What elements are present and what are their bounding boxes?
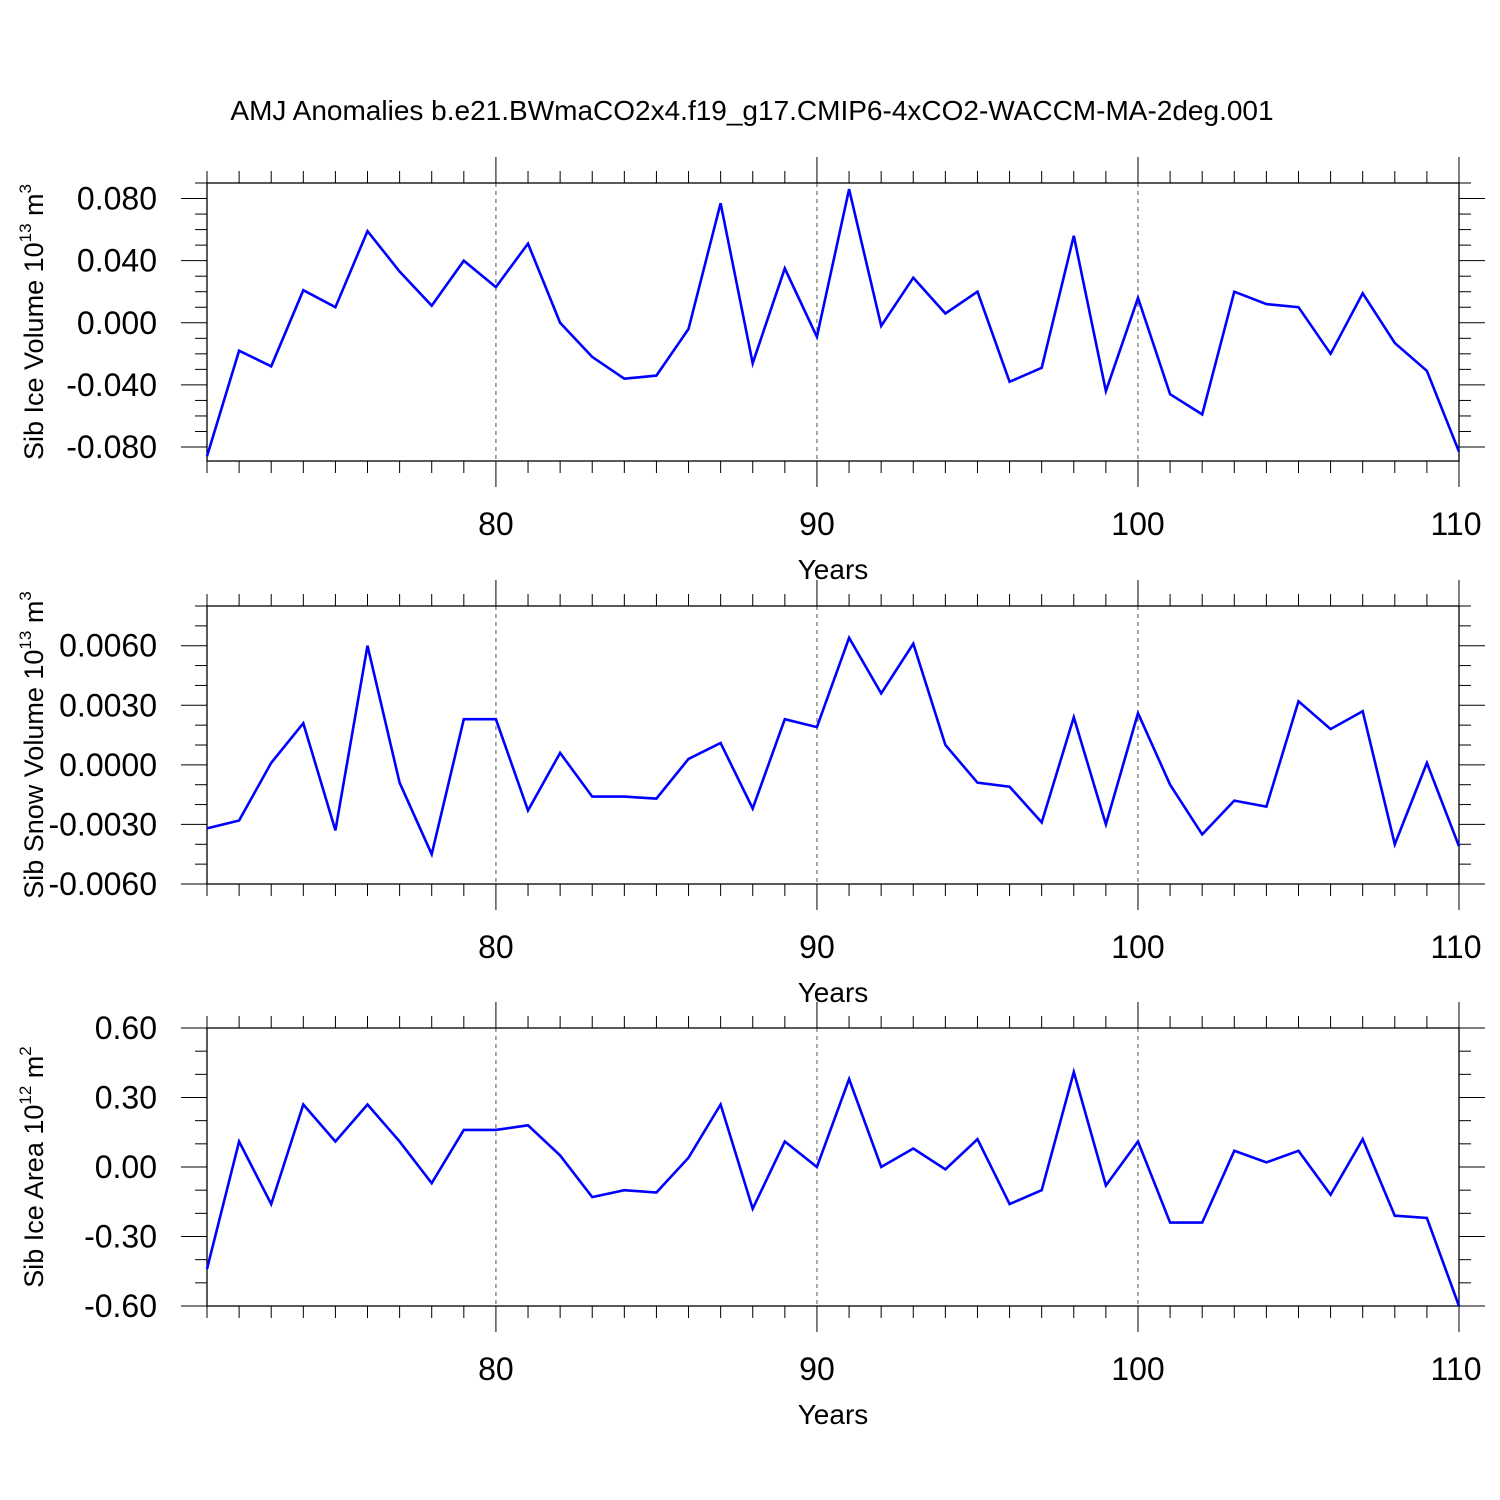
y-tick-label: 0.000 (77, 305, 157, 341)
x-tick-label: 80 (478, 506, 514, 542)
y-tick-label: 0.30 (95, 1080, 157, 1116)
y-tick-label: 0.040 (77, 243, 157, 279)
y-axis-label-unit-exp: 2 (16, 1046, 35, 1055)
y-axis-label-exp: 13 (16, 631, 35, 650)
y-axis-label-unit-exp: 3 (16, 184, 35, 193)
y-axis-label-unit-exp: 3 (16, 591, 35, 600)
panel-snow-volume: -0.0060 -0.0030 0.0000 0.0030 0.0060 80 90 100 1… (16, 580, 1485, 1008)
series-line (205, 188, 1461, 457)
y-tick-label: 0.0000 (59, 747, 157, 783)
y-tick-label: 0.60 (95, 1010, 157, 1046)
y-axis-label-unit: m (19, 193, 49, 223)
x-tick-label: 100 (1111, 506, 1164, 542)
plot-frame (206, 1027, 1460, 1307)
x-axis-label: Years (798, 1399, 869, 1430)
y-axis-label-base: Sib Ice Area 10 (19, 1105, 49, 1288)
y-axis-label-unit: m (19, 1056, 49, 1086)
y-tick-label: -0.60 (84, 1288, 157, 1324)
x-axis-label: Years (798, 554, 869, 585)
y-tick-label: -0.080 (66, 429, 157, 465)
x-tick-label: 100 (1111, 1351, 1164, 1387)
x-tick-label: 90 (799, 929, 835, 965)
y-axis-label-unit: m (19, 601, 49, 631)
y-axis-label: Sib Snow Volume 1013 m3 (16, 591, 49, 899)
series-line (205, 1067, 1461, 1307)
x-tick-label: 90 (799, 506, 835, 542)
y-axis-label-base: Sib Ice Volume 10 (19, 242, 49, 460)
plot-frame (206, 605, 1460, 885)
x-tick-label: 110 (1430, 506, 1481, 542)
y-tick-label: -0.040 (66, 367, 157, 403)
x-tick-label: 80 (478, 929, 514, 965)
x-tick-label: 100 (1111, 929, 1164, 965)
y-axis-label-base: Sib Snow Volume 10 (19, 650, 49, 899)
y-tick-label: 0.00 (95, 1149, 157, 1185)
chart-title: AMJ Anomalies b.e21.BWmaCO2x4.f19_g17.CM… (230, 95, 1273, 126)
y-axis-label-exp: 13 (16, 223, 35, 242)
y-axis-label: Sib Ice Area 1012 m2 (16, 1046, 49, 1288)
y-tick-label: -0.0030 (48, 806, 157, 842)
y-axis-label: Sib Ice Volume 1013 m3 (16, 184, 49, 460)
x-tick-label: 110 (1430, 1351, 1481, 1387)
y-tick-label: -0.30 (84, 1219, 157, 1255)
y-tick-label: 0.080 (77, 181, 157, 217)
y-tick-label: -0.0060 (48, 866, 157, 902)
x-tick-label: 90 (799, 1351, 835, 1387)
series-line (206, 634, 1461, 859)
y-tick-label: 0.0060 (59, 628, 157, 664)
y-tick-label: 0.0030 (59, 687, 157, 723)
panel-ice-volume: -0.080 -0.040 0.000 0.040 0.080 80 90 100 110 Yea… (16, 157, 1485, 585)
panel-ice-area: -0.60 -0.30 0.00 0.30 0.60 80 90 100 110 Years Sib… (16, 1002, 1485, 1430)
x-axis-label: Years (798, 977, 869, 1008)
x-tick-label: 80 (478, 1351, 514, 1387)
x-tick-label: 110 (1430, 929, 1481, 965)
plot-frame (206, 182, 1460, 462)
y-axis-label-exp: 12 (16, 1086, 35, 1105)
